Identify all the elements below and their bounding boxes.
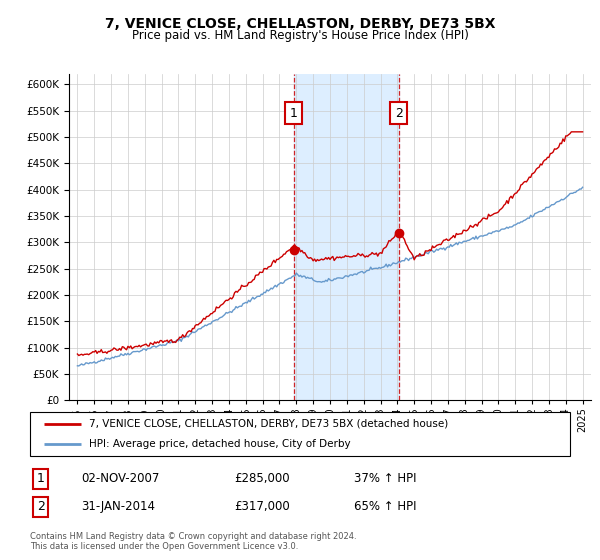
Text: £285,000: £285,000 [234,472,290,486]
Text: 02-NOV-2007: 02-NOV-2007 [81,472,160,486]
Text: 1: 1 [290,106,298,120]
Text: HPI: Average price, detached house, City of Derby: HPI: Average price, detached house, City… [89,439,351,449]
FancyBboxPatch shape [30,412,570,456]
Text: 2: 2 [37,500,45,514]
Text: 7, VENICE CLOSE, CHELLASTON, DERBY, DE73 5BX (detached house): 7, VENICE CLOSE, CHELLASTON, DERBY, DE73… [89,419,449,429]
Text: 2: 2 [395,106,403,120]
Bar [293,74,399,400]
Text: 1: 1 [37,472,45,486]
Text: £317,000: £317,000 [234,500,290,514]
Text: 31-JAN-2014: 31-JAN-2014 [81,500,155,514]
Text: 37% ↑ HPI: 37% ↑ HPI [354,472,416,486]
Text: This data is licensed under the Open Government Licence v3.0.: This data is licensed under the Open Gov… [30,542,298,550]
Text: 7, VENICE CLOSE, CHELLASTON, DERBY, DE73 5BX: 7, VENICE CLOSE, CHELLASTON, DERBY, DE73… [105,17,495,31]
Text: 65% ↑ HPI: 65% ↑ HPI [354,500,416,514]
Text: Contains HM Land Registry data © Crown copyright and database right 2024.: Contains HM Land Registry data © Crown c… [30,532,356,541]
Text: Price paid vs. HM Land Registry's House Price Index (HPI): Price paid vs. HM Land Registry's House … [131,29,469,42]
